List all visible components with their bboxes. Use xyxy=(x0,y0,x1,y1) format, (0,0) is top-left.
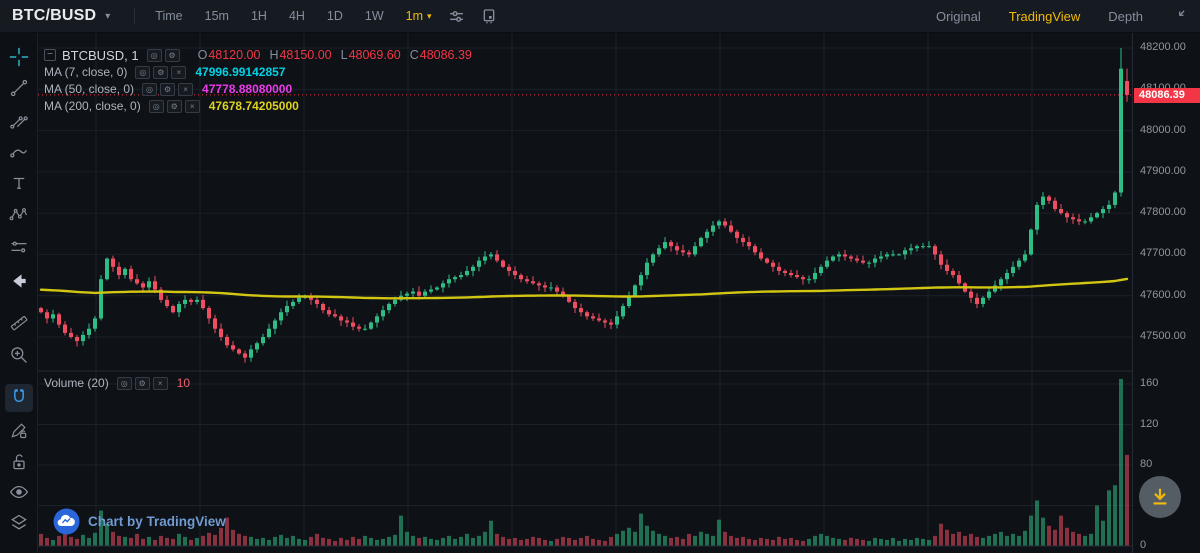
interval-time[interactable]: Time xyxy=(155,9,183,23)
lock-tool-icon[interactable] xyxy=(5,448,33,476)
symbol-dropdown-caret-icon[interactable]: ▾ xyxy=(105,10,111,22)
interval-15m[interactable]: 15m xyxy=(204,9,229,23)
chart-mode-tabs: Original TradingView Depth xyxy=(936,9,1200,24)
volume-tick: 0 xyxy=(1140,539,1147,551)
interval-4h[interactable]: 4H xyxy=(288,9,305,23)
crosshair-tool-icon[interactable] xyxy=(5,43,33,71)
ma200-label: MA (200, close, 0) xyxy=(44,99,141,113)
low-label: L xyxy=(340,48,348,62)
legend-eye-icon[interactable]: ◎ xyxy=(146,48,162,62)
magnet-tool-icon[interactable] xyxy=(5,384,33,412)
back-arrow-icon[interactable] xyxy=(5,267,33,295)
high-label: H xyxy=(269,48,279,62)
open-label: O xyxy=(197,48,208,62)
close-label: C xyxy=(409,48,419,62)
tab-original[interactable]: Original xyxy=(935,8,981,24)
zoom-in-tool-icon[interactable] xyxy=(5,341,33,369)
download-chart-button[interactable] xyxy=(1139,476,1181,518)
symbol-legend-row: − BTCBUSD, 1 ◎ ⚙ O 48120.00 H 48150.00 L… xyxy=(44,47,472,63)
trend-line-tool-icon[interactable] xyxy=(5,74,33,102)
price-tick: 47900.00 xyxy=(1140,165,1186,177)
volume-tick: 160 xyxy=(1140,377,1159,389)
collapse-icon[interactable] xyxy=(1171,9,1186,24)
price-axis[interactable]: 48200.00 48100.00 48000.00 47900.00 4780… xyxy=(1132,33,1200,553)
top-toolbar: BTC/BUSD ▾ Time 15m 1H 4H 1D 1W 1m ▾ Ori… xyxy=(0,0,1200,33)
chart-legend: − BTCBUSD, 1 ◎ ⚙ O 48120.00 H 48150.00 L… xyxy=(44,47,472,115)
tab-tradingview[interactable]: TradingView xyxy=(1008,8,1081,24)
tab-depth[interactable]: Depth xyxy=(1108,8,1143,24)
draw-lock-tool-icon[interactable] xyxy=(5,416,33,444)
open-value: 48120.00 xyxy=(208,48,261,62)
volume-settings-icon[interactable]: ⚙ xyxy=(134,376,150,390)
layers-tool-icon[interactable] xyxy=(5,509,33,537)
position-tool-icon[interactable] xyxy=(5,233,33,261)
interval-1w[interactable]: 1W xyxy=(364,9,384,23)
download-icon xyxy=(1153,488,1167,505)
attribution-text: Chart by TradingView xyxy=(88,514,226,529)
ma7-remove-icon[interactable]: × xyxy=(171,65,187,79)
high-value: 48150.00 xyxy=(279,48,332,62)
ma50-label: MA (50, close, 0) xyxy=(44,82,135,96)
price-tick: 47700.00 xyxy=(1140,247,1186,259)
tradingview-logo-icon xyxy=(53,508,80,535)
ma7-value: 47996.99142857 xyxy=(195,65,286,79)
divider xyxy=(134,8,136,24)
xabcd-pattern-tool-icon[interactable] xyxy=(5,201,33,229)
text-tool-icon[interactable] xyxy=(5,169,33,197)
ruler-tool-icon[interactable] xyxy=(5,309,33,337)
drawing-toolbar xyxy=(0,33,38,553)
volume-value: 10 xyxy=(176,376,191,390)
legend-symbol-title: BTCBUSD, 1 xyxy=(62,47,139,63)
ma7-settings-icon[interactable]: ⚙ xyxy=(153,65,169,79)
low-value: 48069.60 xyxy=(348,48,401,62)
brush-tool-icon[interactable] xyxy=(5,138,33,166)
close-value: 48086.39 xyxy=(419,48,472,62)
volume-tick: 80 xyxy=(1140,458,1153,470)
price-tick: 47600.00 xyxy=(1140,289,1186,301)
legend-collapse-icon[interactable]: − xyxy=(44,49,56,61)
legend-settings-icon[interactable]: ⚙ xyxy=(164,48,180,62)
symbol-title[interactable]: BTC/BUSD xyxy=(12,7,97,24)
volume-eye-icon[interactable]: ◎ xyxy=(116,376,132,390)
volume-label: Volume (20) xyxy=(44,376,109,390)
ma200-settings-icon[interactable]: ⚙ xyxy=(166,99,182,113)
price-tick: 47800.00 xyxy=(1140,206,1186,218)
interval-1d[interactable]: 1D xyxy=(326,9,343,23)
chart-settings-icon[interactable] xyxy=(448,8,465,25)
ma50-remove-icon[interactable]: × xyxy=(178,82,194,96)
volume-tick: 120 xyxy=(1140,418,1159,430)
ma200-legend-row: MA (200, close, 0) ◎ ⚙ × 47678.74205000 xyxy=(44,98,472,114)
hide-drawings-eye-icon[interactable] xyxy=(5,478,33,506)
interval-dropdown-caret-icon[interactable]: ▾ xyxy=(427,10,432,21)
interval-1m-selected[interactable]: 1m xyxy=(405,9,424,23)
candlestick-chart xyxy=(38,33,1132,547)
ma7-eye-icon[interactable]: ◎ xyxy=(135,65,151,79)
ma50-legend-row: MA (50, close, 0) ◎ ⚙ × 47778.88080000 xyxy=(44,81,472,97)
volume-remove-icon[interactable]: × xyxy=(152,376,168,390)
ma50-value: 47778.88080000 xyxy=(202,82,293,96)
volume-legend: Volume (20) ◎ ⚙ × 10 xyxy=(44,375,190,392)
price-tick: 48200.00 xyxy=(1140,41,1186,53)
ma200-remove-icon[interactable]: × xyxy=(184,99,200,113)
tradingview-attribution[interactable]: Chart by TradingView xyxy=(53,508,226,535)
ma200-eye-icon[interactable]: ◎ xyxy=(148,99,164,113)
ma50-eye-icon[interactable]: ◎ xyxy=(142,82,158,96)
indicator-panel-icon[interactable] xyxy=(481,8,497,24)
price-tick: 48000.00 xyxy=(1140,124,1186,136)
multi-line-tool-icon[interactable] xyxy=(5,106,33,134)
ma50-settings-icon[interactable]: ⚙ xyxy=(160,82,176,96)
last-price-tag: 48086.39 xyxy=(1134,87,1200,103)
ma7-label: MA (7, close, 0) xyxy=(44,65,128,79)
ma200-value: 47678.74205000 xyxy=(208,99,299,113)
price-tick: 47500.00 xyxy=(1140,330,1186,342)
interval-1h[interactable]: 1H xyxy=(250,9,267,23)
ma7-legend-row: MA (7, close, 0) ◎ ⚙ × 47996.99142857 xyxy=(44,64,472,80)
